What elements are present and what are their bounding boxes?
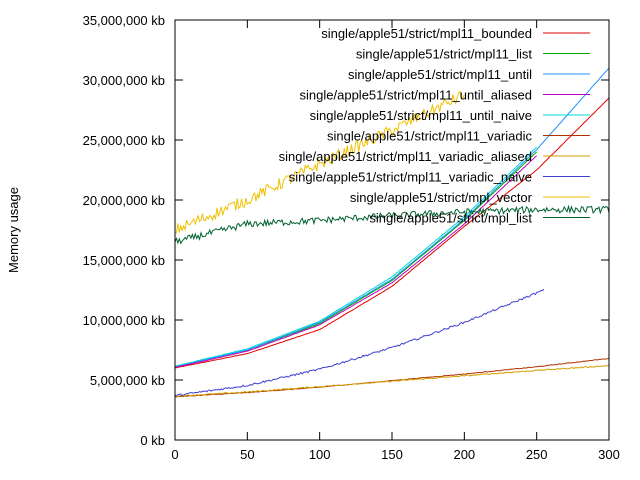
y-tick-label: 0 kb bbox=[140, 433, 165, 448]
tick-layer: 0 50 100 150 200 250 300 0 kb 5,000,000 kb 10,000… bbox=[83, 13, 620, 462]
series-line-4 bbox=[174, 155, 538, 368]
legend-label-1: single/apple51/strict/mpl11_bounded bbox=[321, 26, 532, 41]
legend-label-2: single/apple51/strict/mpl11_list bbox=[356, 47, 532, 62]
x-tick-label: 250 bbox=[526, 447, 548, 462]
series-line-8 bbox=[174, 288, 545, 397]
series-line-5 bbox=[174, 146, 538, 367]
y-tick-label: 5,000,000 kb bbox=[90, 373, 165, 388]
series-line-7 bbox=[174, 364, 610, 398]
legend-label-7: single/apple51/strict/mpl11_variadic_ali… bbox=[279, 149, 532, 164]
legend-label-9: single/apple51/strict/mpl_vector bbox=[350, 190, 533, 205]
x-tick-label: 100 bbox=[309, 447, 331, 462]
series-line-6 bbox=[174, 357, 610, 398]
legend-label-3: single/apple51/strict/mpl11_until bbox=[348, 67, 532, 82]
y-tick-label: 15,000,000 kb bbox=[83, 253, 165, 268]
series-line-3 bbox=[174, 67, 610, 368]
y-tick-label: 20,000,000 kb bbox=[83, 193, 165, 208]
legend: single/apple51/strict/mpl11_boundedsingl… bbox=[279, 26, 590, 226]
y-tick-label: 35,000,000 kb bbox=[83, 13, 165, 28]
legend-label-8: single/apple51/strict/mpl11_variadic_nai… bbox=[289, 170, 532, 185]
legend-label-5: single/apple51/strict/mpl11_until_naive bbox=[310, 108, 532, 123]
series-line-10 bbox=[174, 204, 610, 245]
x-tick-label: 200 bbox=[453, 447, 475, 462]
x-tick-label: 0 bbox=[171, 447, 178, 462]
legend-label-6: single/apple51/strict/mpl11_variadic bbox=[327, 129, 532, 144]
y-tick-label: 25,000,000 kb bbox=[83, 133, 165, 148]
x-tick-label: 300 bbox=[598, 447, 620, 462]
x-tick-label: 150 bbox=[381, 447, 403, 462]
legend-label-10: single/apple51/strict/mpl_list bbox=[369, 211, 532, 226]
y-axis-label: Memory usage bbox=[6, 187, 21, 273]
plot-frame bbox=[174, 19, 610, 441]
series-line-9 bbox=[174, 90, 465, 234]
x-tick-label: 50 bbox=[240, 447, 254, 462]
y-tick-label: 10,000,000 kb bbox=[83, 313, 165, 328]
y-tick-label: 30,000,000 kb bbox=[83, 73, 165, 88]
series-line-1 bbox=[174, 97, 610, 369]
series-layer bbox=[174, 67, 610, 398]
legend-label-4: single/apple51/strict/mpl11_until_aliase… bbox=[300, 88, 532, 103]
